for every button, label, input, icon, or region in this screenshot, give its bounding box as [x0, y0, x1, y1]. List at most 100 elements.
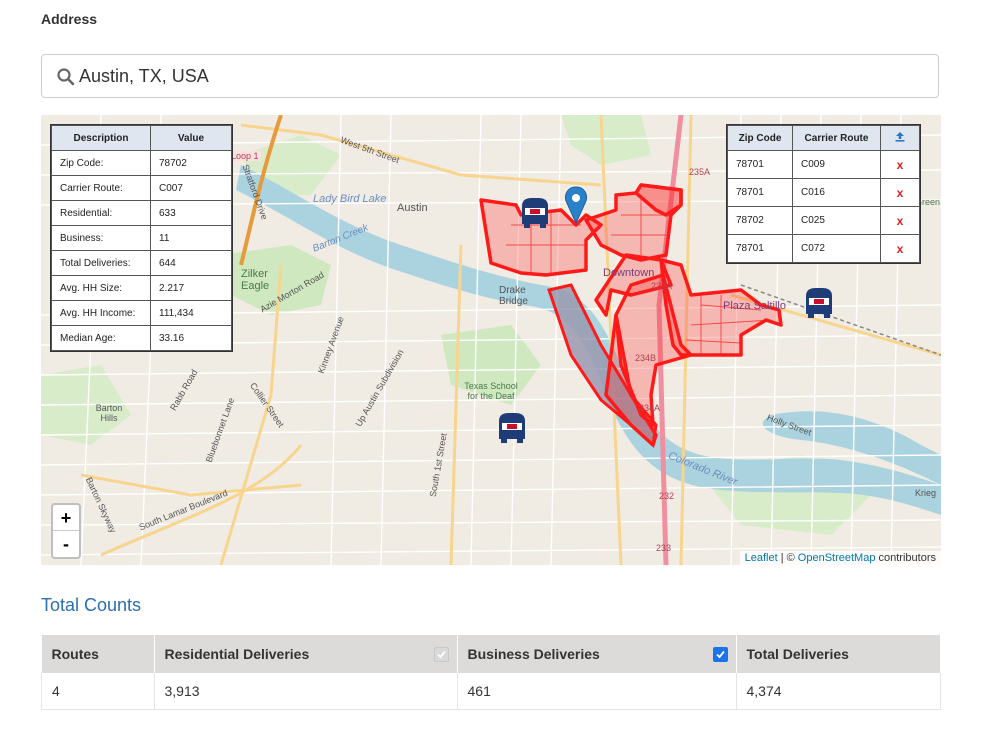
- map-label: Barton Hills: [95, 403, 123, 423]
- info-value: 78702: [150, 150, 232, 176]
- attribution-separator: | ©: [780, 552, 795, 564]
- route-zip: 78701: [727, 178, 793, 207]
- totals-header-residential: Residential Deliveries: [154, 635, 458, 673]
- map-label: Austin: [397, 202, 428, 214]
- map-label: Drake Bridge: [499, 285, 528, 307]
- info-value: 111,434: [150, 300, 232, 326]
- route-zip: 78701: [727, 150, 793, 179]
- business-checkbox[interactable]: [712, 647, 728, 662]
- routes-header-carrier: Carrier Route: [792, 125, 881, 151]
- map-label: 233A: [651, 281, 673, 291]
- info-desc: Zip Code:: [51, 150, 151, 176]
- map-label: Downtown: [603, 267, 655, 279]
- route-zip: 78702: [727, 206, 793, 235]
- map-label: Zilker Eagle: [241, 268, 270, 292]
- totals-table: Routes Residential Deliveries Business D…: [41, 635, 941, 710]
- address-search-box[interactable]: [41, 54, 939, 98]
- map-label: Texas School for the Deaf: [464, 381, 518, 401]
- info-desc: Median Age:: [51, 325, 151, 351]
- info-value: 2.217: [150, 275, 232, 301]
- search-icon: [57, 68, 75, 86]
- info-value: 11: [150, 225, 232, 251]
- location-pin[interactable]: [565, 186, 587, 225]
- map-label: Krieg: [915, 488, 937, 498]
- map-label: 233: [656, 543, 672, 553]
- mailbox-marker[interactable]: [499, 413, 525, 443]
- info-value: 633: [150, 200, 232, 226]
- info-desc: Business:: [51, 225, 151, 251]
- mailbox-marker[interactable]: [806, 288, 832, 318]
- leaflet-link[interactable]: Leaflet: [744, 552, 778, 564]
- map-label: 232: [659, 491, 675, 501]
- table-row: Zip Code: 78702: [51, 150, 232, 176]
- map-label: Lady Bird Lake: [313, 193, 387, 205]
- totals-total-value: 4,374: [736, 673, 941, 710]
- totals-routes-value: 4: [41, 673, 155, 710]
- mailbox-marker[interactable]: [522, 198, 548, 228]
- totals-header-total: Total Deliveries: [736, 635, 941, 673]
- table-row[interactable]: 78701 C016 x: [727, 178, 920, 207]
- attribution-suffix: contributors: [878, 552, 936, 564]
- totals-title: Total Counts: [41, 595, 142, 615]
- zoom-in-button[interactable]: +: [53, 505, 79, 531]
- map-label: Loop 1: [229, 151, 261, 161]
- remove-route-button[interactable]: x: [880, 206, 920, 235]
- map-label: Plaza Saltillo: [723, 300, 786, 312]
- route-carrier: C009: [792, 150, 881, 179]
- route-info-table: Description Value Zip Code: 78702 Carrier…: [51, 125, 232, 351]
- table-row: Avg. HH Size: 2.217: [51, 275, 232, 301]
- table-row: 4 3,913 461 4,374: [41, 673, 941, 710]
- totals-business-value: 461: [457, 673, 737, 710]
- remove-route-button[interactable]: x: [880, 150, 920, 179]
- map-label: 235A: [689, 167, 711, 177]
- remove-route-button[interactable]: x: [880, 234, 920, 263]
- header-label: Residential Deliveries: [164, 646, 310, 662]
- address-input[interactable]: [79, 55, 919, 97]
- table-row: Avg. HH Income: 111,434: [51, 300, 232, 326]
- routes-header-zip: Zip Code: [727, 125, 793, 151]
- osm-link[interactable]: OpenStreetMap: [797, 552, 876, 564]
- info-desc: Avg. HH Income:: [51, 300, 151, 326]
- address-label: Address: [41, 11, 98, 27]
- route-map[interactable]: Lady Bird Lake Austin Zilker Eagle Drake…: [41, 115, 941, 565]
- info-desc: Total Deliveries:: [51, 250, 151, 276]
- zoom-out-button[interactable]: -: [63, 534, 69, 554]
- totals-header-routes: Routes: [41, 635, 155, 673]
- header-label: Routes: [51, 646, 99, 662]
- info-value: 33.16: [150, 325, 232, 351]
- table-row[interactable]: 78701 C072 x: [727, 234, 920, 263]
- export-button[interactable]: [880, 125, 920, 151]
- header-label: Total Deliveries: [746, 646, 849, 662]
- info-value: 644: [150, 250, 232, 276]
- info-header-value: Value: [150, 125, 232, 151]
- table-row: Business: 11: [51, 225, 232, 251]
- remove-route-button[interactable]: x: [880, 178, 920, 207]
- map-tiles: [41, 115, 941, 565]
- header-label: Business Deliveries: [467, 646, 600, 662]
- table-row: Carrier Route: C007: [51, 175, 232, 201]
- info-desc: Residential:: [51, 200, 151, 226]
- table-row[interactable]: 78702 C025 x: [727, 206, 920, 235]
- map-label: Green: [915, 197, 941, 207]
- table-row[interactable]: 78701 C009 x: [727, 150, 920, 179]
- table-row: Total Deliveries: 644: [51, 250, 232, 276]
- totals-residential-value: 3,913: [154, 673, 458, 710]
- info-desc: Carrier Route:: [51, 175, 151, 201]
- totals-header-business: Business Deliveries: [457, 635, 737, 673]
- route-zip: 78701: [727, 234, 793, 263]
- info-desc: Avg. HH Size:: [51, 275, 151, 301]
- map-label: 234B: [635, 353, 657, 363]
- info-value: C007: [150, 175, 232, 201]
- upload-icon: [895, 131, 905, 142]
- table-row: Residential: 633: [51, 200, 232, 226]
- table-row: Median Age: 33.16: [51, 325, 232, 351]
- selected-routes-table: Zip Code Carrier Route 78701 C009 x 78701 C…: [727, 125, 920, 263]
- map-attribution: Leaflet | © OpenStreetMap contributors: [739, 551, 941, 565]
- residential-checkbox[interactable]: [433, 647, 449, 662]
- info-header-description: Description: [51, 125, 151, 151]
- zoom-control: + -: [51, 503, 81, 559]
- route-carrier: C072: [792, 234, 881, 263]
- map-label: 234A: [639, 403, 661, 413]
- route-carrier: C025: [792, 206, 881, 235]
- route-carrier: C016: [792, 178, 881, 207]
